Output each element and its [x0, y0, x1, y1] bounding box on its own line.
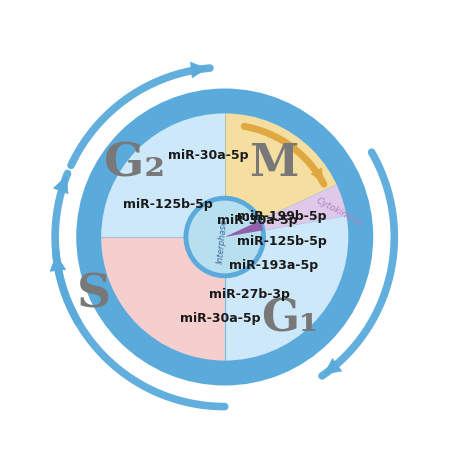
Text: miR-199b-5p: miR-199b-5p	[237, 210, 327, 223]
Text: Cytokinesis: Cytokinesis	[315, 196, 365, 228]
Wedge shape	[225, 215, 349, 362]
Text: miR-30a-5p: miR-30a-5p	[217, 214, 298, 227]
Wedge shape	[225, 220, 263, 237]
Text: miR-125b-5p: miR-125b-5p	[123, 198, 212, 211]
Wedge shape	[225, 184, 347, 237]
Wedge shape	[78, 90, 372, 384]
Wedge shape	[225, 184, 347, 237]
Wedge shape	[100, 112, 225, 362]
Text: miR-193a-5p: miR-193a-5p	[229, 259, 319, 272]
Text: miR-125b-5p: miR-125b-5p	[237, 235, 327, 247]
Wedge shape	[100, 237, 225, 362]
Circle shape	[186, 198, 264, 276]
Text: miR-30a-5p: miR-30a-5p	[168, 149, 249, 162]
Text: miR-30a-5p: miR-30a-5p	[181, 312, 261, 325]
Text: G₂: G₂	[104, 140, 165, 186]
Text: Interphase: Interphase	[216, 219, 229, 264]
Wedge shape	[225, 112, 337, 237]
Text: miR-27b-3p: miR-27b-3p	[209, 288, 290, 301]
Text: M: M	[249, 142, 299, 185]
Text: G₁: G₁	[261, 297, 319, 340]
Text: S: S	[77, 271, 111, 317]
